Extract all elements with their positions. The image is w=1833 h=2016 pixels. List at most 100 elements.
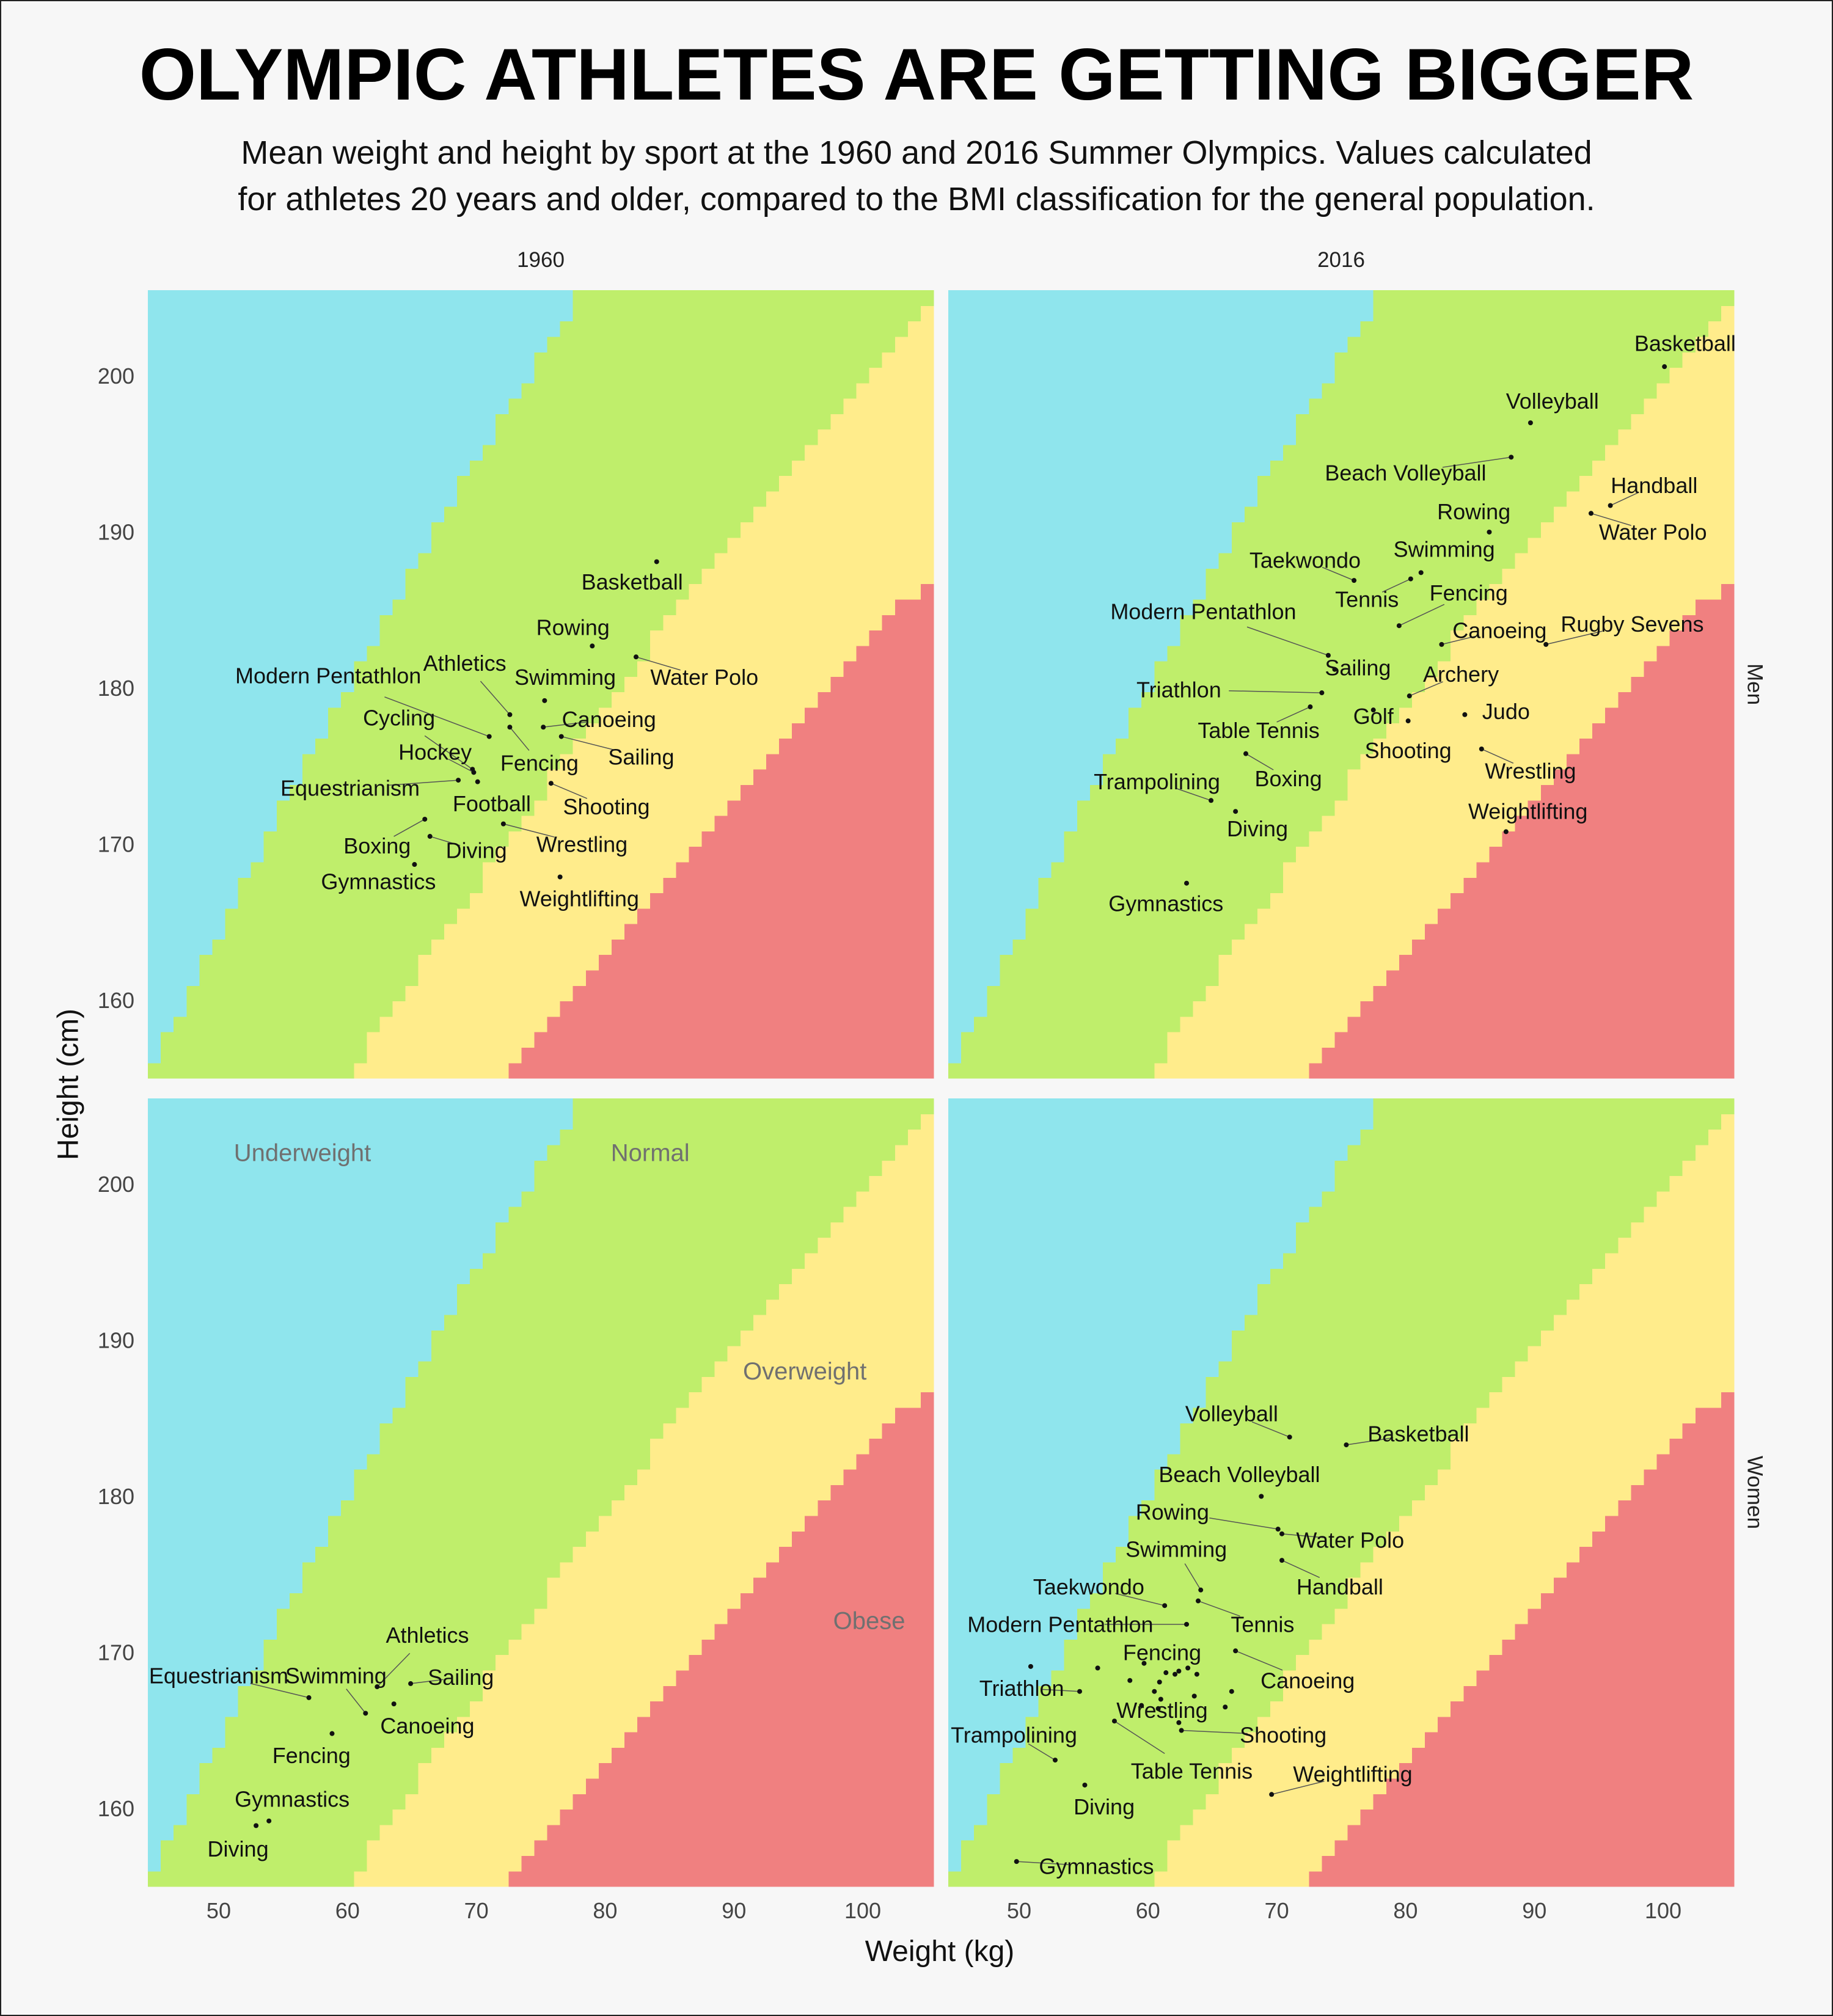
bmi-zone-cell (948, 1531, 1129, 1547)
bmi-zone-cell (792, 1268, 934, 1285)
bmi-zone-cell (302, 1577, 548, 1594)
bmi-zone-cell (1553, 1577, 1735, 1594)
data-point (1528, 420, 1533, 426)
bmi-zone-cell (948, 553, 1220, 569)
bmi-zone-cell (1283, 444, 1606, 461)
bmi-zone-cell (1296, 1654, 1490, 1671)
point-label: Wrestling (536, 831, 627, 856)
point-label: Trampolining (1094, 769, 1220, 794)
bmi-zone-cell (1231, 537, 1529, 553)
bmi-zone-cell (740, 522, 934, 538)
point-label: Equestrianism (149, 1664, 288, 1689)
bmi-zone-cell (148, 1315, 445, 1331)
bmi-zone-cell (148, 1191, 522, 1207)
label-leader-line (1346, 1437, 1394, 1445)
y-tick-label: 160 (98, 988, 134, 1013)
bmi-zone-cell (611, 1747, 934, 1764)
bmi-zone-cell (1631, 1222, 1735, 1238)
bmi-zone-cell (496, 846, 690, 863)
bmi-zone-cell (225, 1716, 458, 1733)
bmi-zone-cell (1386, 970, 1735, 986)
data-point (1163, 1670, 1169, 1676)
bmi-zone-cell (328, 707, 599, 723)
bmi-zone-cell (701, 568, 934, 585)
bmi-zone-cell (1206, 1392, 1490, 1408)
label-leader-line (430, 836, 461, 846)
point-label: Gymnastics (235, 1786, 349, 1811)
point-label: Weightlifting (1293, 1762, 1412, 1787)
bmi-zone-cell (354, 676, 625, 693)
data-point (1158, 1696, 1163, 1702)
bmi-zone-cell (521, 1191, 857, 1207)
bmi-zone-cell (1669, 1438, 1735, 1455)
bmi-zone-cell (418, 970, 587, 986)
bmi-zone-cell (1592, 1531, 1735, 1547)
bmi-zone-cell (1489, 1392, 1722, 1408)
bmi-zone-cell (1102, 769, 1348, 786)
bmi-zone-cell (238, 893, 470, 909)
bmi-zone-cell (805, 1252, 934, 1269)
bmi-zone-cell (341, 692, 612, 708)
bmi-zone-cell (948, 491, 1258, 507)
bmi-zone-cell (1309, 1062, 1735, 1079)
bmi-zone-cell (148, 1871, 354, 1887)
data-point (1269, 1792, 1275, 1797)
x-tick-label: 80 (593, 1898, 617, 1923)
bmi-zone-cell (948, 414, 1297, 430)
data-point (1407, 693, 1412, 699)
bmi-zone-cell (573, 738, 780, 754)
point-label: Rugby Sevens (1560, 612, 1703, 637)
bmi-zone-cell (1154, 1871, 1309, 1887)
bmi-zone-cell (1116, 1546, 1374, 1563)
bmi-zone-cell (624, 676, 831, 693)
bmi-zone-cell (1476, 599, 1696, 615)
point-label: Taekwondo (1249, 547, 1361, 572)
label-leader-line (1198, 1600, 1240, 1617)
x-tick-label: 100 (1645, 1898, 1681, 1923)
bmi-zone-cell (1644, 1207, 1735, 1222)
data-point (1185, 1665, 1191, 1671)
bmi-zone-cell (251, 861, 483, 878)
bmi-zone-cell (1463, 1423, 1683, 1439)
bmi-zone-cell (792, 460, 934, 477)
bmi-zone-cell (1373, 985, 1735, 1002)
bmi-zone-cell (1540, 1330, 1735, 1346)
bmi-zone-cell (1502, 831, 1735, 847)
bmi-zone-cell (792, 723, 934, 739)
bmi-zone-cell (148, 1716, 226, 1733)
bmi-zone-cell (948, 861, 1052, 878)
data-point (558, 734, 564, 739)
bmi-zone-cell (1605, 1252, 1735, 1269)
bmi-zone-cell (598, 1762, 934, 1779)
data-point (654, 559, 659, 564)
bmi-zone-cell (392, 1001, 561, 1017)
bmi-zone-cell (1334, 1840, 1735, 1857)
label-leader-line (1381, 578, 1411, 593)
bmi-zone-cell (263, 846, 496, 863)
bmi-zone-cell (276, 800, 535, 816)
bmi-zone-cell (521, 1047, 934, 1064)
bmi-zone-cell (1257, 1299, 1567, 1315)
bmi-zone-cell (948, 1453, 1168, 1470)
bmi-zone-cell (1025, 1716, 1258, 1733)
bmi-zone-cell (418, 1778, 587, 1794)
label-leader-line (1441, 635, 1480, 645)
bmi-zone-cell (1669, 1175, 1735, 1192)
bmi-zone-cell (895, 1144, 934, 1161)
bmi-zone-cell (1193, 1407, 1477, 1423)
bmi-zone-cell (431, 537, 728, 553)
bmi-zone-cell (948, 1361, 1220, 1377)
bmi-zone-cell (948, 1469, 1155, 1485)
bmi-zone-cell (148, 954, 200, 971)
bmi-zone-cell (148, 800, 277, 816)
bmi-zone-cell (869, 1438, 934, 1455)
bmi-zone-cell (148, 831, 265, 847)
bmi-zone-cell (431, 1747, 612, 1764)
data-point (548, 781, 554, 786)
bmi-zone-cell (1644, 398, 1735, 414)
bmi-zone-cell (948, 1670, 1052, 1686)
bmi-zone-cell (1515, 553, 1735, 569)
point-label: Boxing (343, 833, 411, 858)
bmi-zone-cell (148, 1345, 432, 1362)
bmi-zone-cell (1244, 1315, 1554, 1331)
